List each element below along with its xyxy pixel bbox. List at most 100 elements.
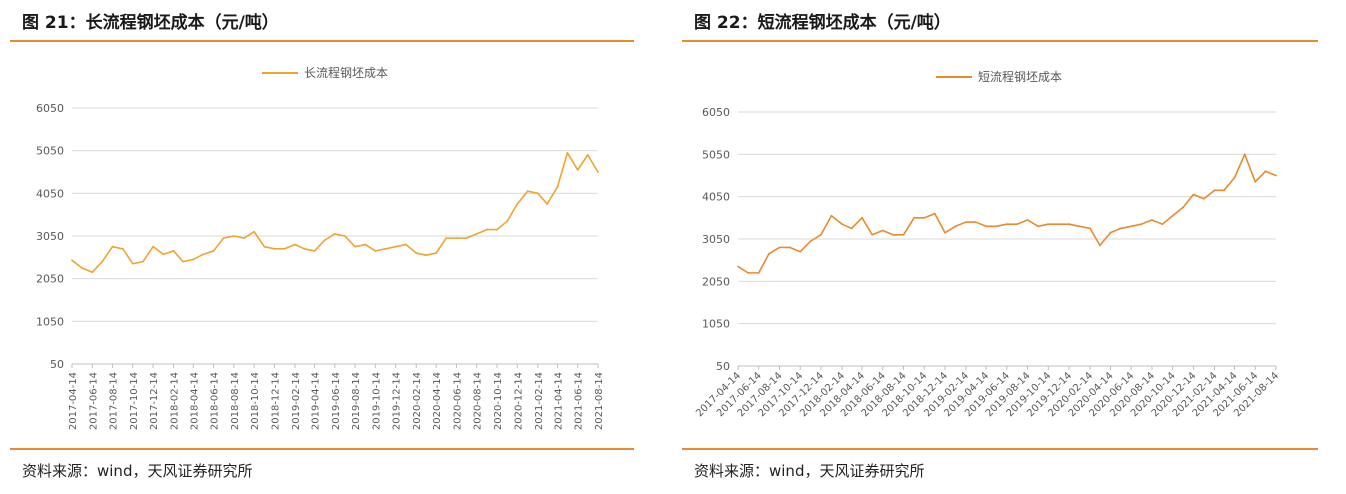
x-tick-label: 2018-10-14 bbox=[250, 372, 261, 430]
data-point bbox=[799, 250, 802, 253]
data-point bbox=[556, 186, 559, 188]
data-point bbox=[526, 190, 529, 193]
data-point bbox=[586, 154, 589, 156]
data-point bbox=[871, 233, 874, 236]
data-point bbox=[892, 233, 894, 236]
data-point bbox=[923, 216, 926, 219]
figure-title: 图 21：长流程钢坯成本（元/吨） bbox=[22, 13, 279, 33]
data-point bbox=[162, 253, 165, 256]
data-point bbox=[142, 260, 145, 263]
data-point bbox=[121, 247, 124, 250]
x-tick-label: 2020-12-14 bbox=[513, 372, 524, 430]
data-point bbox=[445, 237, 448, 240]
x-tick-label: 2019-02-14 bbox=[291, 372, 302, 430]
data-point bbox=[1223, 189, 1225, 192]
data-point bbox=[747, 271, 750, 274]
data-point bbox=[944, 231, 946, 234]
data-point bbox=[131, 262, 134, 265]
data-point bbox=[933, 212, 936, 215]
data-point bbox=[182, 260, 184, 263]
data-point bbox=[841, 223, 843, 226]
data-point bbox=[1078, 225, 1081, 228]
data-point bbox=[1213, 189, 1216, 192]
data-point bbox=[486, 228, 488, 231]
data-point bbox=[881, 229, 884, 232]
data-point bbox=[768, 252, 770, 255]
data-point bbox=[212, 250, 215, 252]
data-point bbox=[263, 245, 266, 248]
y-tick-label: 3050 bbox=[36, 230, 64, 243]
x-tick-label: 2017-04-14 bbox=[68, 372, 79, 430]
data-point bbox=[809, 240, 812, 243]
data-point bbox=[273, 247, 276, 250]
data-point bbox=[789, 246, 791, 249]
source-divider bbox=[682, 448, 1318, 450]
data-point bbox=[323, 239, 326, 242]
data-point bbox=[995, 225, 998, 228]
data-point bbox=[405, 243, 407, 246]
series-line bbox=[737, 153, 1277, 274]
data-point bbox=[830, 214, 833, 217]
data-point bbox=[516, 203, 519, 205]
data-point bbox=[778, 246, 781, 249]
figure-title: 图 22：短流程钢坯成本（元/吨） bbox=[694, 13, 951, 33]
data-point bbox=[1037, 225, 1039, 228]
data-point bbox=[576, 168, 579, 171]
data-point bbox=[91, 271, 94, 274]
data-point bbox=[81, 267, 83, 269]
x-tick-label: 2021-06-14 bbox=[574, 372, 585, 430]
data-point bbox=[1089, 227, 1091, 230]
data-point bbox=[902, 233, 905, 236]
data-point bbox=[333, 232, 336, 235]
data-point bbox=[566, 151, 569, 154]
data-point bbox=[1099, 244, 1101, 247]
data-point bbox=[1151, 219, 1153, 221]
data-point bbox=[1264, 170, 1267, 173]
legend-label: 短流程钢坯成本 bbox=[978, 69, 1062, 84]
series-line bbox=[71, 152, 599, 274]
data-point bbox=[1130, 225, 1133, 228]
data-point bbox=[243, 237, 246, 240]
chart-panel-short-process: 图 22：短流程钢坯成本（元/吨） 6050 5050 4050 3050 2050 10… bbox=[682, 0, 1318, 494]
data-point bbox=[394, 245, 397, 248]
x-tick-label: 2021-08-14 bbox=[594, 372, 605, 430]
data-point bbox=[974, 221, 977, 223]
x-tick-label: 2019-08-14 bbox=[351, 372, 362, 430]
y-tick-label: 4050 bbox=[36, 187, 64, 200]
data-point bbox=[597, 171, 599, 173]
data-point bbox=[506, 220, 509, 222]
y-tick-label: 50 bbox=[716, 360, 730, 373]
data-point bbox=[1161, 223, 1164, 226]
line-chart: 605050504050305020501050502017-04-142017… bbox=[694, 69, 1281, 419]
legend-label: 长流程钢坯成本 bbox=[304, 65, 388, 80]
data-point bbox=[954, 225, 957, 228]
data-point bbox=[455, 237, 458, 240]
source-note: 资料来源：wind，天风证券研究所 bbox=[22, 462, 253, 480]
y-tick-label: 6050 bbox=[702, 106, 730, 119]
data-point bbox=[985, 225, 987, 228]
x-tick-label: 2017-06-14 bbox=[88, 372, 99, 430]
data-point bbox=[1140, 223, 1143, 226]
source-note: 资料来源：wind，天风证券研究所 bbox=[694, 462, 925, 480]
x-tick-label: 2019-06-14 bbox=[331, 372, 342, 430]
x-tick-label: 2019-10-14 bbox=[371, 372, 382, 430]
data-point bbox=[820, 233, 822, 236]
data-point bbox=[384, 247, 387, 250]
data-point bbox=[475, 232, 478, 235]
x-tick-label: 2018-08-14 bbox=[230, 372, 241, 430]
x-tick-label: 2021-02-14 bbox=[534, 372, 545, 430]
x-tick-label: 2020-10-14 bbox=[493, 372, 504, 430]
data-point bbox=[1068, 223, 1070, 226]
data-point bbox=[374, 250, 377, 252]
y-tick-label: 4050 bbox=[702, 191, 730, 204]
data-point bbox=[913, 216, 915, 219]
data-point bbox=[424, 254, 427, 257]
data-point bbox=[1192, 193, 1195, 196]
source-divider bbox=[10, 448, 634, 450]
data-point bbox=[965, 221, 967, 223]
data-point bbox=[496, 228, 498, 231]
x-tick-label: 2017-12-14 bbox=[149, 372, 160, 430]
data-point bbox=[294, 243, 296, 246]
data-point bbox=[415, 252, 418, 254]
data-point bbox=[222, 237, 225, 240]
